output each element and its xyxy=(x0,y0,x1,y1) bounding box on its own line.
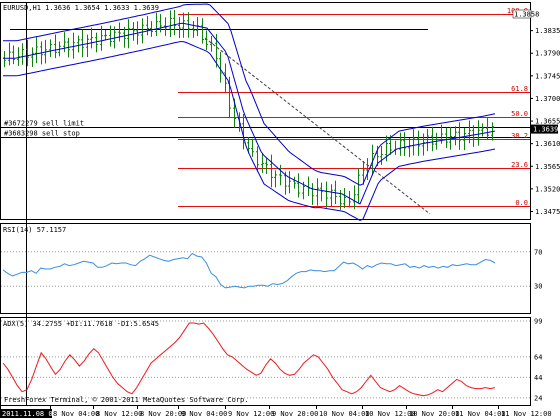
fib-level-label: 23.6 xyxy=(511,161,528,169)
time-tick-label: 10 Nov 04:00 xyxy=(319,410,370,418)
price-tick-label: 1.3475 xyxy=(535,208,560,216)
current-price-label: 1.3639 xyxy=(533,126,558,134)
time-tick-label: 8 Nov 12:00 xyxy=(96,410,142,418)
price-axis[interactable]: 1.3835 1.3790 1.3745 1.3700 1.3655 1.3610 1.35… xyxy=(530,27,560,216)
time-tick-label: 9 Nov 04:00 xyxy=(181,410,227,418)
price-tick-label: 1.3790 xyxy=(535,50,560,58)
time-tick-label: 10 Nov 20:00 xyxy=(409,410,460,418)
adx-axis-label: 64 xyxy=(534,353,542,361)
adx-label: ADX(5) 34.2755 +DI:11.7618 -DI:5.6545 xyxy=(3,320,159,328)
price-tick-label: 1.3520 xyxy=(535,185,560,193)
bollinger-lower xyxy=(3,41,496,221)
price-tick-label: 1.3565 xyxy=(535,163,560,171)
candles xyxy=(3,9,494,210)
price-tick-label: 1.3745 xyxy=(535,72,560,80)
rsi-line xyxy=(2,252,496,289)
price-tick-label: 1.3655 xyxy=(535,118,560,126)
fib-level-label: 38.2 xyxy=(511,132,528,140)
fib-level-label: 61.8 xyxy=(511,85,528,93)
symbol-header: EURUSD,H1 1.3636 1.3654 1.3633 1.3639 xyxy=(3,4,159,12)
copyright-text: FreshForex Terminal, © 2001-2011 MetaQuo… xyxy=(4,396,248,404)
high-price-marker xyxy=(512,9,532,19)
sell-stop-label: #3683298 sell stop xyxy=(4,130,80,138)
time-tick-label: 8 Nov 20:00 xyxy=(140,410,186,418)
adx-pane[interactable] xyxy=(0,317,531,406)
dashed-trendline[interactable] xyxy=(204,37,431,215)
bollinger-middle xyxy=(3,22,496,205)
adx-line xyxy=(2,322,496,397)
adx-axis-label: 44 xyxy=(534,374,542,382)
time-axis[interactable]: 2011.11.08 0:008 Nov 04:008 Nov 12:008 N… xyxy=(0,405,552,418)
price-pane[interactable] xyxy=(0,2,531,220)
time-tick-label: 9 Nov 20:00 xyxy=(272,410,318,418)
bollinger-upper xyxy=(3,3,496,186)
adx-axis-label: 24 xyxy=(534,394,542,402)
time-tick-label: 9 Nov 12:00 xyxy=(228,410,274,418)
time-tick-label: 11 Nov 12:00 xyxy=(501,410,552,418)
rsi-axis-70: 70 xyxy=(534,248,542,256)
price-tick-label: 1.3610 xyxy=(535,140,560,148)
fib-level-label: 0.0 xyxy=(515,199,528,207)
time-tick-label: 8 Nov 04:00 xyxy=(53,410,99,418)
rsi-label: RSI(14) 57.1157 xyxy=(3,226,66,234)
price-tick-label: 1.3700 xyxy=(535,95,560,103)
rsi-axis-30: 30 xyxy=(534,283,542,291)
current-price-badge xyxy=(531,124,558,134)
time-tick-label: 10 Nov 12:00 xyxy=(365,410,416,418)
adx-axis: 99 64 44 24 xyxy=(1,318,542,402)
time-cursor-badge xyxy=(0,409,52,418)
sell-limit-label: #3672279 sell limit xyxy=(4,120,84,128)
price-tick-label: 1.3835 xyxy=(535,27,560,35)
time-tick-label: 2011.11.08 0:00 xyxy=(2,410,65,418)
adx-axis-label: 99 xyxy=(534,318,542,326)
high-price-marker-label: 1.3858 xyxy=(514,11,539,19)
time-tick-label: 11 Nov 04:00 xyxy=(455,410,506,418)
fib-level-label: 50.0 xyxy=(511,110,528,118)
rsi-pane[interactable] xyxy=(0,223,531,314)
